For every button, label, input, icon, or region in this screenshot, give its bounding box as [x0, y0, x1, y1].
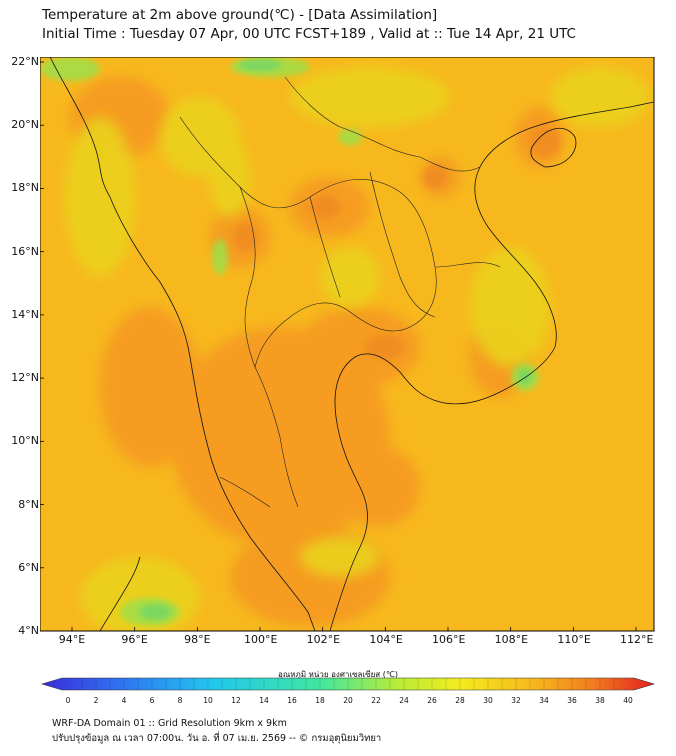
colorbar-tick-label: 26	[427, 696, 437, 705]
latitude-ticks	[40, 61, 44, 632]
title-line-2: Initial Time : Tuesday 07 Apr, 00 UTC FC…	[42, 26, 576, 42]
lat-label: 20°N	[11, 118, 39, 132]
lat-label: 14°N	[11, 307, 39, 321]
colorbar-tick-label: 22	[371, 696, 381, 705]
lat-label: 16°N	[11, 244, 39, 258]
colorbar-tick-label: 0	[66, 696, 71, 705]
lon-label: 106°E	[432, 633, 466, 646]
colorbar-tick-label: 32	[511, 696, 521, 705]
colorbar-tick-label: 8	[178, 696, 183, 705]
longitude-ticks	[71, 627, 637, 631]
hot-spots	[233, 127, 560, 359]
lat-label: 6°N	[18, 560, 39, 574]
lon-label: 110°E	[557, 633, 591, 646]
colorbar-tick-label: 18	[315, 696, 325, 705]
colorbar-title: อุณหภูมิ หน่วย องศาเซลเซียส (℃)	[278, 670, 398, 679]
footer-line-1: WRF-DA Domain 01 :: Grid Resolution 9km …	[52, 718, 287, 729]
lon-label: 94°E	[58, 633, 86, 646]
lon-label: 104°E	[369, 633, 403, 646]
map-title: Temperature at 2m above ground(℃) - [Dat…	[42, 6, 576, 44]
borders	[179, 76, 501, 508]
colorbar-tick-label: 10	[203, 696, 213, 705]
map-frame	[40, 57, 655, 632]
green-cores	[139, 59, 532, 620]
lat-label: 18°N	[11, 181, 39, 195]
lat-label: 22°N	[11, 55, 39, 68]
colorbar-tick-label: 16	[287, 696, 297, 705]
colorbar-tick-label: 12	[231, 696, 241, 705]
temperature-map	[40, 57, 655, 632]
colorbar-tick-label: 14	[259, 696, 269, 705]
colorbar-tick-label: 36	[567, 696, 577, 705]
colorbar-dividers	[81, 678, 615, 690]
lat-label: 10°N	[11, 434, 39, 448]
lat-label: 12°N	[11, 371, 39, 385]
colorbar-tick-label: 20	[343, 696, 353, 705]
lat-label: 8°N	[18, 497, 39, 511]
lat-label: 4°N	[18, 624, 39, 637]
colorbar-bar	[40, 677, 656, 691]
colorbar-tick-label: 2	[94, 696, 99, 705]
lon-label: 100°E	[244, 633, 278, 646]
colorbar-tick-label: 34	[539, 696, 549, 705]
colorbar-tick-label: 6	[150, 696, 155, 705]
colorbar-tick-label: 28	[455, 696, 465, 705]
footer-line-2: ปรับปรุงข้อมูล ณ เวลา 07:00น. วัน อ. ที่…	[52, 733, 382, 744]
colorbar-tick-label: 30	[483, 696, 493, 705]
colorbar: 0 2 4 6 8 10 12 14 16 18 20 22 24 26 28 30 32 34 36 38 40	[40, 677, 656, 705]
lon-label: 98°E	[184, 633, 211, 646]
coastlines	[49, 57, 654, 631]
footer: WRF-DA Domain 01 :: Grid Resolution 9km …	[52, 716, 381, 746]
colorbar-tick-label: 38	[595, 696, 605, 705]
colorbar-tick-labels: 0 2 4 6 8 10 12 14 16 18 20 22 24 26 28 30 32 34 36 38 40	[66, 696, 633, 705]
lon-label: 96°E	[121, 633, 148, 646]
colorbar-tick-label: 4	[122, 696, 127, 705]
title-line-1: Temperature at 2m above ground(℃) - [Dat…	[42, 7, 438, 23]
lon-label: 112°E	[620, 633, 654, 646]
colorbar-tick-label: 24	[399, 696, 409, 705]
lon-label: 108°E	[494, 633, 529, 646]
colorbar-tick-label: 40	[623, 696, 633, 705]
lon-label: 102°E	[306, 633, 341, 646]
